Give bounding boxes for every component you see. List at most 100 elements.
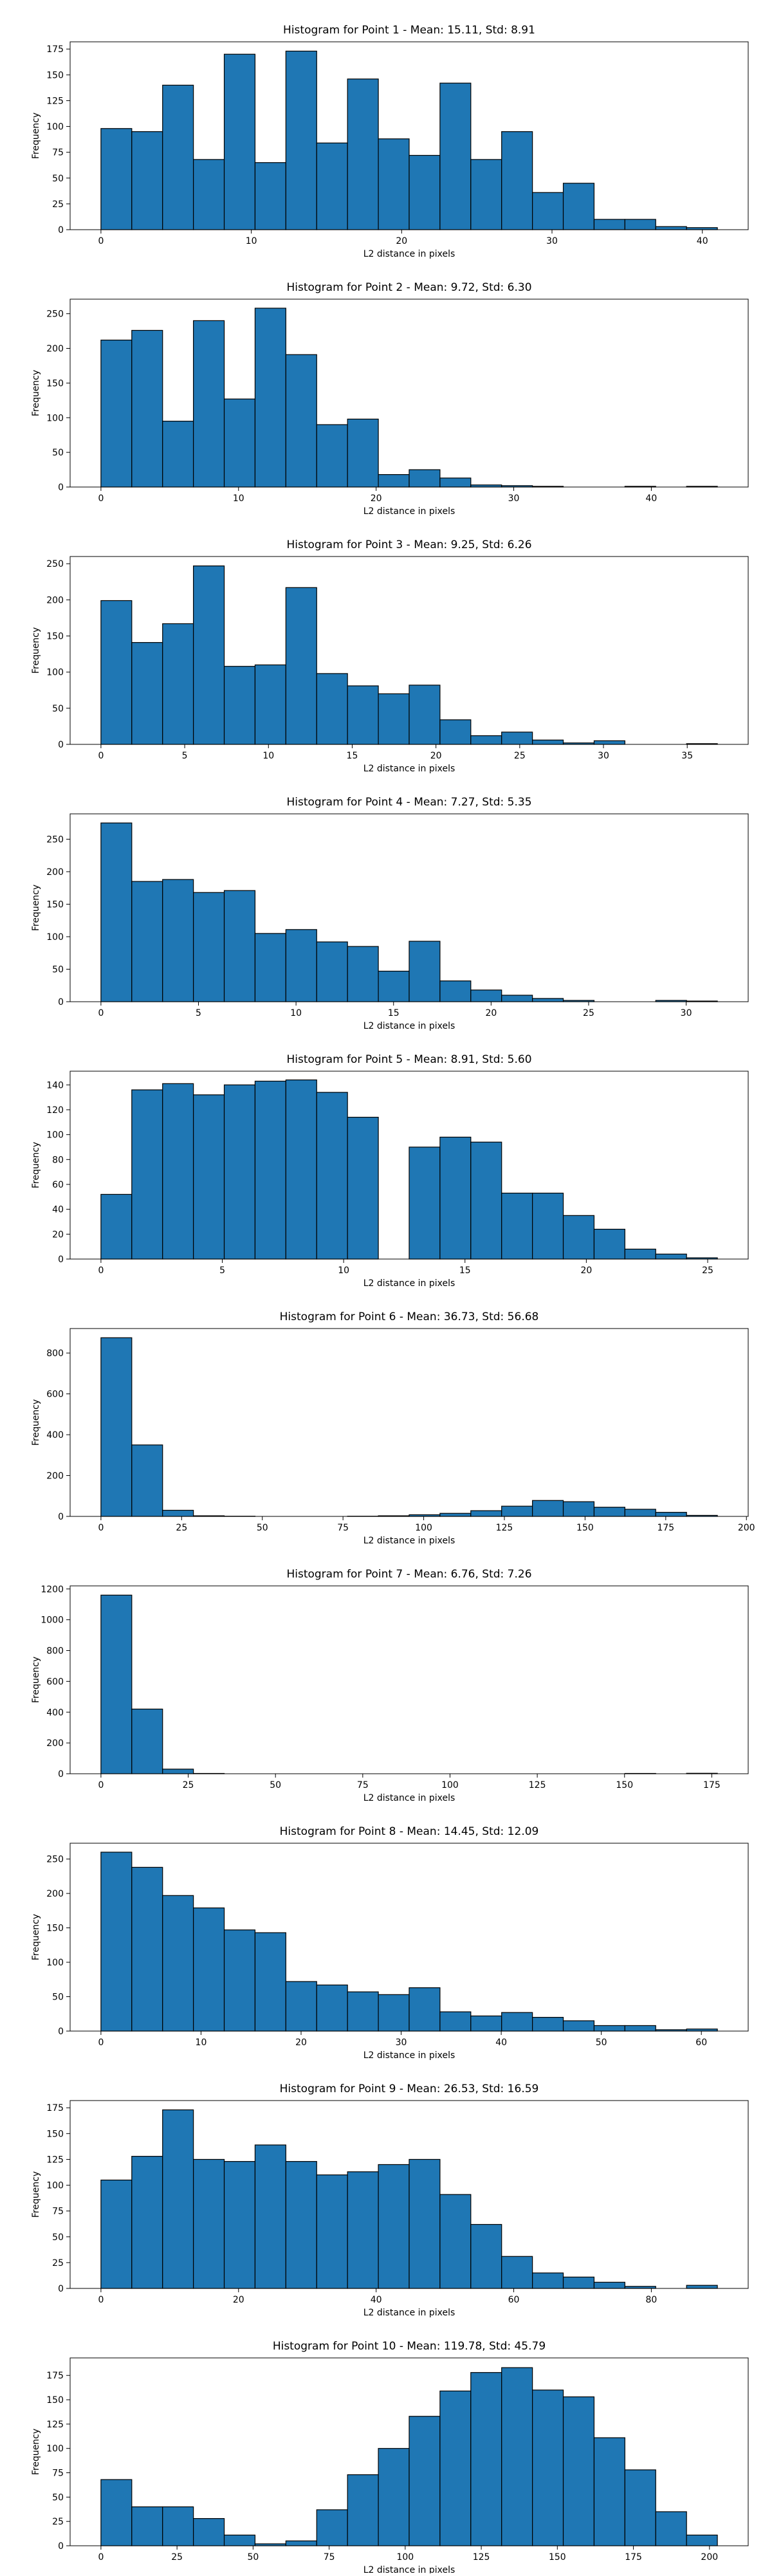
x-tick-label: 30 bbox=[396, 2038, 407, 2048]
bar bbox=[502, 132, 533, 230]
chart-title: Histogram for Point 3 - Mean: 9.25, Std:… bbox=[286, 538, 531, 551]
x-tick-label: 0 bbox=[98, 1780, 104, 1790]
y-tick-label: 75 bbox=[52, 148, 64, 158]
bar bbox=[533, 2390, 564, 2546]
y-tick-label: 175 bbox=[46, 2103, 64, 2113]
bar bbox=[286, 51, 317, 230]
bar bbox=[194, 1908, 225, 2031]
bar bbox=[347, 1118, 378, 1259]
bar bbox=[286, 2162, 317, 2288]
bar bbox=[347, 946, 378, 1002]
x-tick-label: 5 bbox=[182, 751, 188, 761]
bar bbox=[163, 85, 194, 230]
x-axis-label: L2 distance in pixels bbox=[363, 2565, 455, 2573]
bar bbox=[101, 1338, 132, 1516]
bar bbox=[101, 2180, 132, 2288]
y-tick-label: 1200 bbox=[41, 1585, 64, 1595]
bar bbox=[502, 1506, 533, 1516]
y-tick-label: 0 bbox=[58, 483, 64, 493]
y-tick-label: 140 bbox=[46, 1080, 64, 1090]
bar bbox=[255, 934, 286, 1002]
x-tick-label: 175 bbox=[657, 1523, 674, 1533]
bar bbox=[440, 2391, 471, 2546]
chart-title: Histogram for Point 5 - Mean: 8.91, Std:… bbox=[286, 1053, 531, 1066]
bar bbox=[347, 79, 378, 230]
y-tick-label: 150 bbox=[46, 2395, 64, 2406]
x-axis-label: L2 distance in pixels bbox=[363, 249, 455, 259]
x-tick-label: 20 bbox=[485, 1008, 497, 1018]
x-tick-label: 75 bbox=[324, 2552, 335, 2562]
chart-title: Histogram for Point 10 - Mean: 119.78, S… bbox=[273, 2340, 546, 2353]
x-tick-label: 0 bbox=[98, 236, 104, 246]
bar bbox=[625, 219, 656, 230]
bar bbox=[194, 566, 225, 744]
bar bbox=[347, 1992, 378, 2031]
x-tick-label: 15 bbox=[388, 1008, 400, 1018]
bar bbox=[317, 143, 347, 230]
bar bbox=[378, 2449, 409, 2546]
y-axis-label: Frequency bbox=[31, 627, 41, 674]
bar bbox=[471, 990, 502, 1002]
bar bbox=[101, 823, 132, 1002]
bar bbox=[471, 2016, 502, 2031]
chart-title: Histogram for Point 7 - Mean: 6.76, Std:… bbox=[286, 1568, 531, 1581]
bar bbox=[132, 330, 163, 487]
x-tick-label: 10 bbox=[262, 751, 274, 761]
bar bbox=[409, 155, 440, 230]
x-tick-label: 0 bbox=[98, 2295, 104, 2305]
y-tick-label: 60 bbox=[52, 1180, 64, 1190]
histogram-panel: Histogram for Point 10 - Mean: 119.78, S… bbox=[31, 2340, 748, 2573]
bar bbox=[225, 2162, 255, 2288]
bar bbox=[317, 1985, 347, 2031]
bar bbox=[194, 1095, 225, 1259]
bar bbox=[317, 942, 347, 1002]
histogram-panel: Histogram for Point 8 - Mean: 14.45, Std… bbox=[31, 1825, 748, 2061]
y-tick-label: 600 bbox=[46, 1390, 64, 1400]
bar bbox=[409, 1147, 440, 1259]
y-axis-label: Frequency bbox=[31, 113, 41, 159]
bar bbox=[594, 741, 625, 744]
bar bbox=[286, 1080, 317, 1259]
bar bbox=[564, 2277, 594, 2288]
bar bbox=[132, 1867, 163, 2031]
bar bbox=[378, 694, 409, 744]
bar bbox=[347, 2172, 378, 2288]
bar bbox=[225, 1930, 255, 2031]
bar bbox=[378, 475, 409, 487]
x-tick-label: 150 bbox=[549, 2552, 566, 2562]
x-tick-label: 100 bbox=[415, 1523, 432, 1533]
x-tick-label: 75 bbox=[357, 1780, 369, 1790]
bar bbox=[101, 1194, 132, 1259]
x-axis-label: L2 distance in pixels bbox=[363, 764, 455, 774]
bar bbox=[132, 1445, 163, 1516]
bar bbox=[471, 1142, 502, 1259]
bar bbox=[594, 2282, 625, 2288]
y-tick-label: 175 bbox=[46, 2371, 64, 2381]
x-tick-label: 175 bbox=[625, 2552, 642, 2562]
x-tick-label: 75 bbox=[337, 1523, 349, 1533]
bar bbox=[163, 1895, 194, 2031]
y-tick-label: 0 bbox=[58, 1512, 64, 1522]
bar bbox=[533, 2018, 564, 2031]
bar bbox=[132, 1090, 163, 1259]
bar bbox=[101, 601, 132, 744]
bar bbox=[225, 1085, 255, 1259]
bar bbox=[656, 226, 686, 230]
bar bbox=[409, 470, 440, 487]
bar bbox=[317, 2510, 347, 2546]
bar bbox=[317, 674, 347, 744]
y-tick-label: 50 bbox=[52, 704, 64, 714]
x-tick-label: 25 bbox=[514, 751, 526, 761]
y-tick-label: 800 bbox=[46, 1348, 64, 1359]
bar bbox=[132, 132, 163, 230]
x-tick-label: 25 bbox=[171, 2552, 183, 2562]
bar bbox=[533, 1500, 564, 1516]
bar bbox=[317, 1092, 347, 1259]
bar bbox=[101, 340, 132, 487]
bar bbox=[686, 2535, 717, 2546]
x-axis-label: L2 distance in pixels bbox=[363, 2050, 455, 2061]
x-axis-label: L2 distance in pixels bbox=[363, 1793, 455, 1803]
histogram-panel: Histogram for Point 5 - Mean: 8.91, Std:… bbox=[31, 1053, 748, 1289]
x-tick-label: 50 bbox=[596, 2038, 607, 2048]
bar bbox=[625, 2025, 656, 2031]
